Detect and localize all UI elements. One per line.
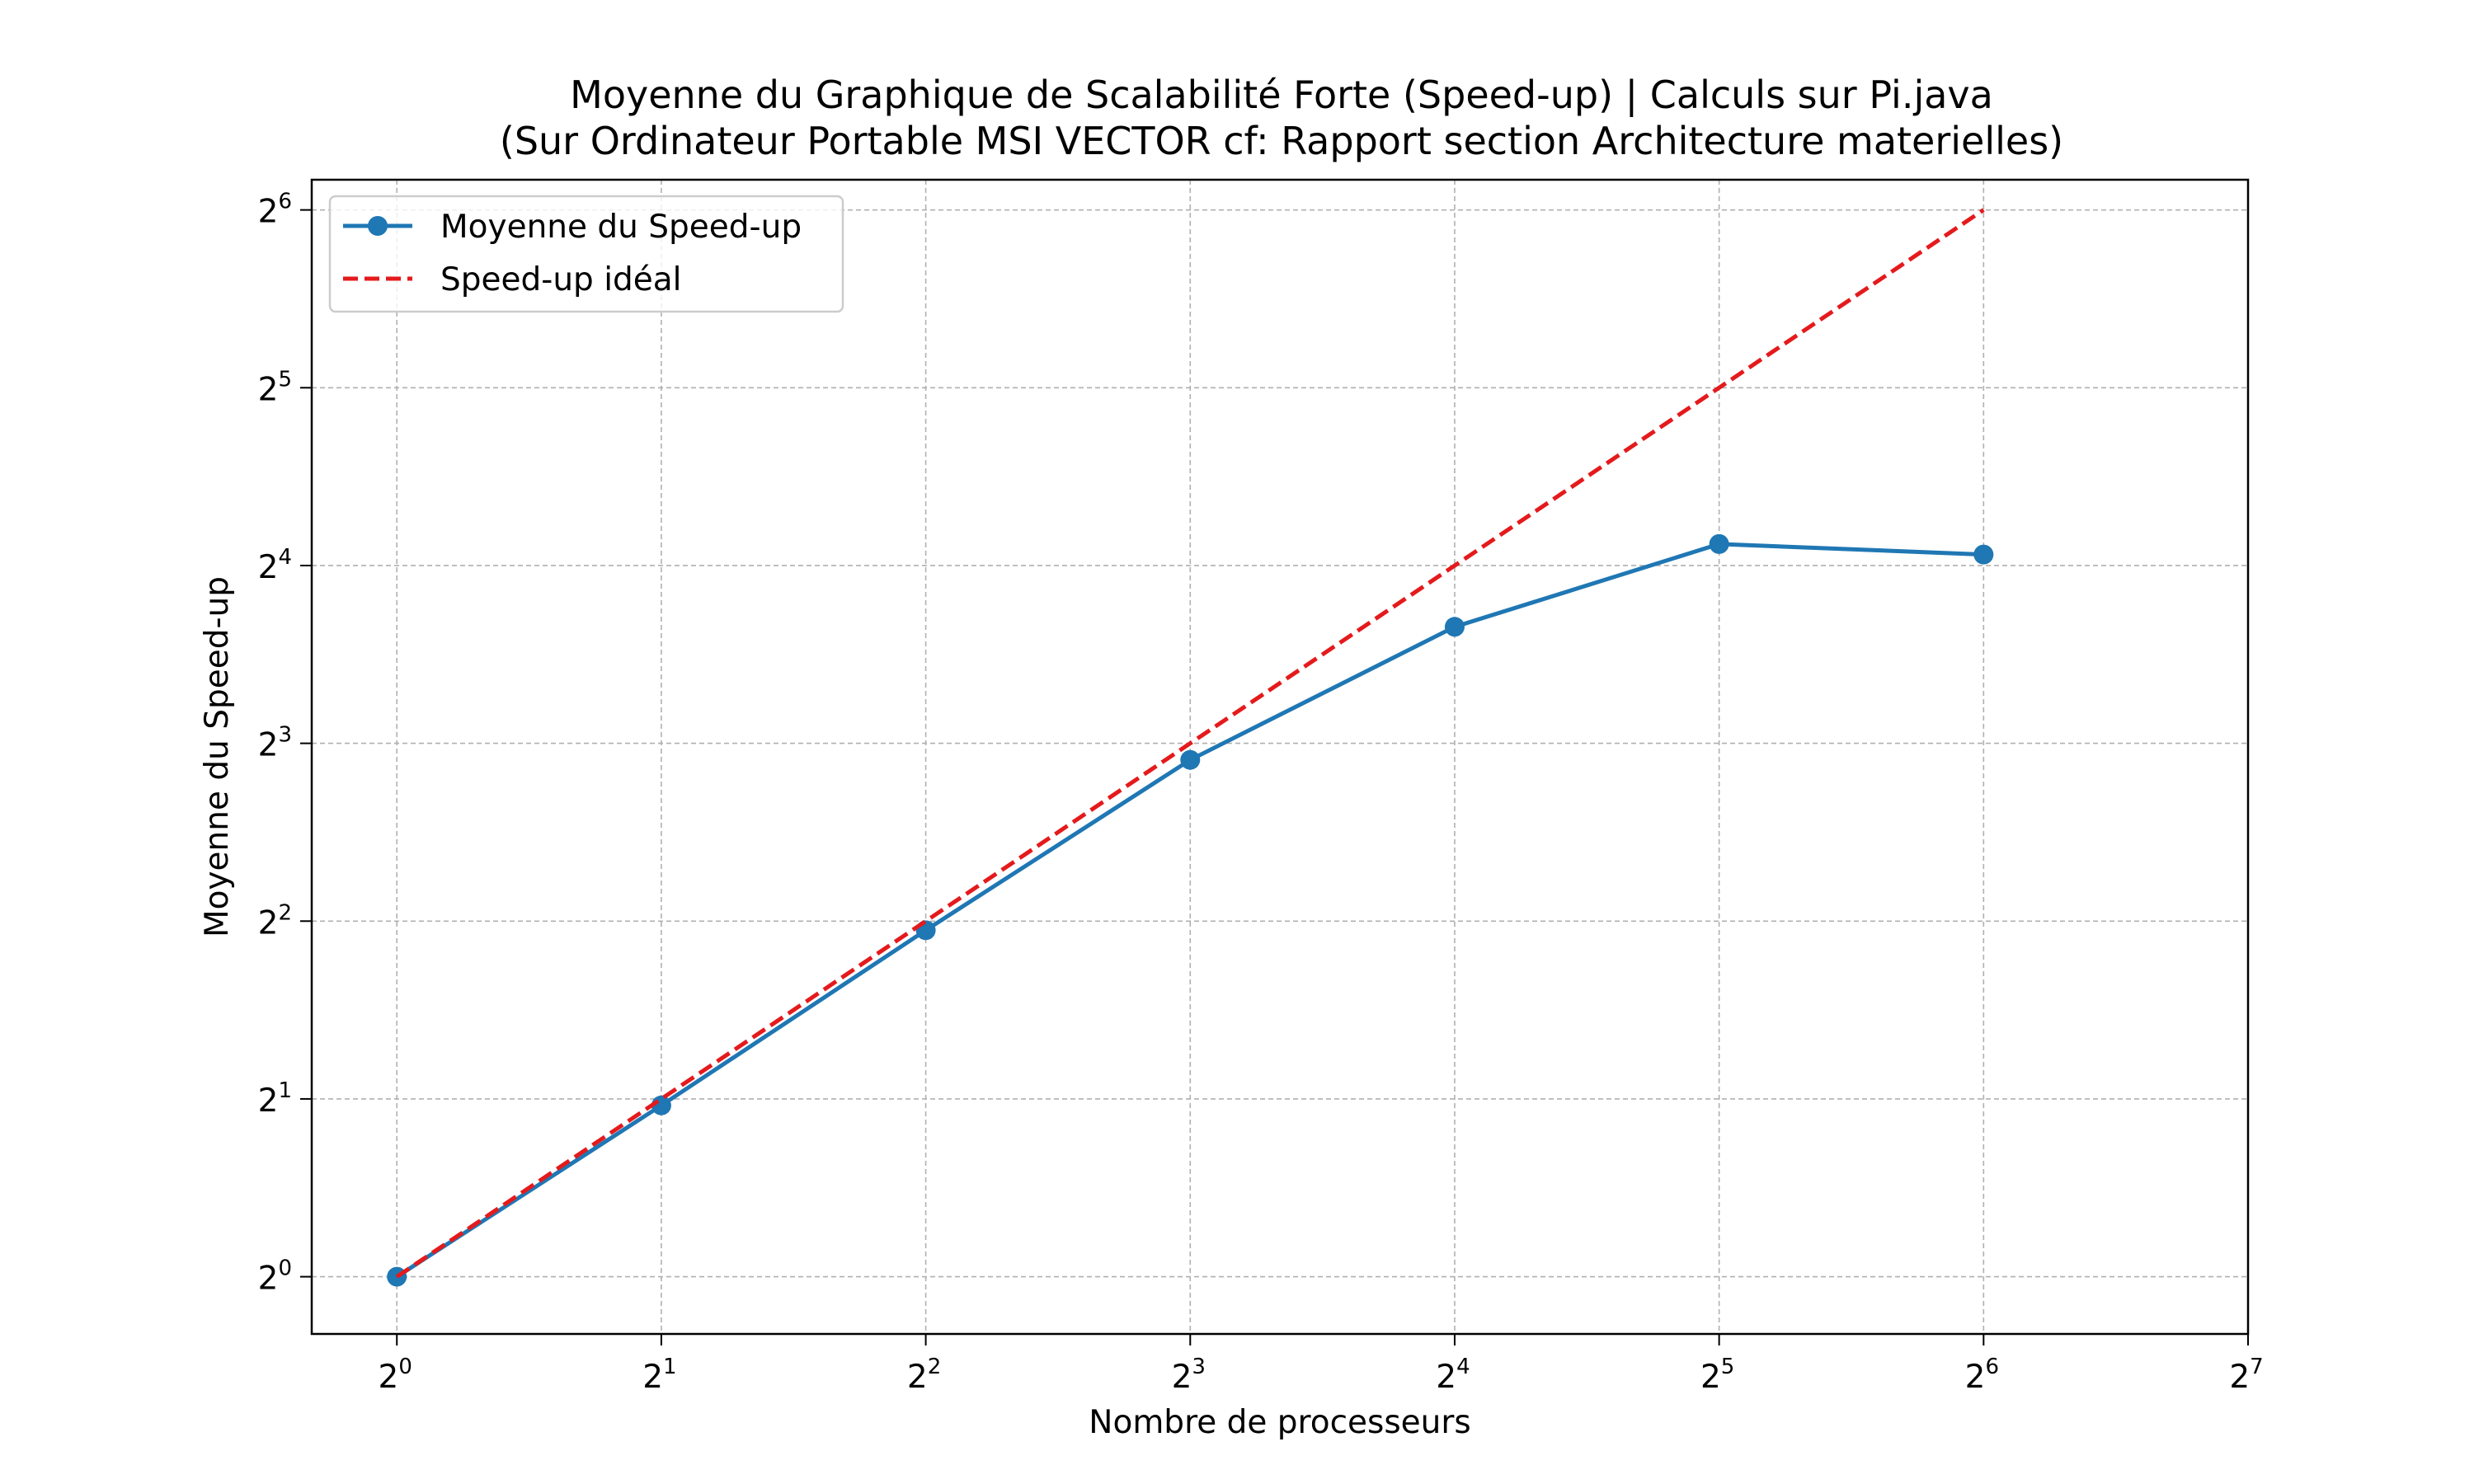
x-tick-base: 2 [642,1359,663,1396]
ideal-speedup-line [395,208,1985,1279]
plot-frame [310,178,2250,1336]
x-tick-exponent: 1 [663,1355,677,1379]
y-tick-exponent: 4 [278,545,292,570]
y-tick-label: 22 [258,900,292,942]
y-tick-label: 23 [258,723,292,764]
legend-label-ideal: Speed-up idéal [440,261,682,298]
x-tick-base: 2 [1172,1359,1192,1396]
legend-box [328,195,844,313]
x-tick-exponent: 5 [1721,1355,1735,1379]
speedup-mean-point [1973,544,1994,565]
x-tick-exponent: 3 [1192,1355,1206,1379]
y-tick-base: 2 [258,727,279,764]
x-tick-base: 2 [2229,1359,2250,1396]
y-tick-base: 2 [258,549,279,586]
x-tick-base: 2 [1965,1359,1986,1396]
x-tick-base: 2 [1436,1359,1456,1396]
y-tick-exponent: 0 [278,1256,292,1281]
x-tick-exponent: 4 [1456,1355,1470,1379]
y-tick-label: 26 [258,190,292,231]
speedup-mean-point [1444,617,1465,637]
x-tick-label: 25 [1700,1355,1734,1396]
x-tick-exponent: 2 [928,1355,942,1379]
legend: Moyenne du Speed-up Speed-up idéal [328,195,844,313]
x-tick-base: 2 [907,1359,928,1396]
legend-marker-speedup [368,216,388,236]
x-tick-base: 2 [1700,1359,1721,1396]
speedup-mean-point [1180,749,1201,770]
x-axis-label: Nombre de processeurs [1089,1404,1470,1441]
x-tick-label: 22 [907,1355,941,1396]
y-tick-label: 21 [258,1078,292,1120]
x-tick-exponent: 0 [398,1355,412,1379]
y-tick-exponent: 2 [278,900,292,925]
y-tick-label: 25 [258,367,292,408]
y-tick-exponent: 6 [278,190,292,214]
y-tick-base: 2 [258,1082,279,1120]
y-tick-label: 20 [258,1256,292,1298]
x-tick-label: 21 [642,1355,676,1396]
y-tick-base: 2 [258,1261,279,1298]
y-axis-label: Moyenne du Speed-up [199,576,236,937]
y-tick-exponent: 3 [278,723,292,748]
x-tick-label: 24 [1436,1355,1470,1396]
speedup-mean-point [1709,533,1729,554]
series-group [387,208,1994,1287]
y-tick-base: 2 [258,371,279,408]
y-tick-base: 2 [258,194,279,231]
x-tick-label: 20 [379,1355,412,1396]
x-tick-label: 26 [1965,1355,1999,1396]
y-tick-exponent: 5 [278,367,292,392]
y-tick-exponent: 1 [278,1078,292,1103]
chart-title-line2: (Sur Ordinateur Portable MSI VECTOR cf: … [500,119,2063,163]
x-tick-label: 27 [2229,1355,2263,1396]
x-tick-exponent: 7 [2250,1355,2264,1379]
legend-label-speedup: Moyenne du Speed-up [440,209,802,246]
x-tick-label: 23 [1172,1355,1206,1396]
chart-title-line1: Moyenne du Graphique de Scalabilité Fort… [570,73,1993,118]
y-tick-base: 2 [258,904,279,942]
x-tick-exponent: 6 [1985,1355,1999,1379]
y-tick-label: 24 [258,545,292,586]
x-tick-base: 2 [379,1359,399,1396]
